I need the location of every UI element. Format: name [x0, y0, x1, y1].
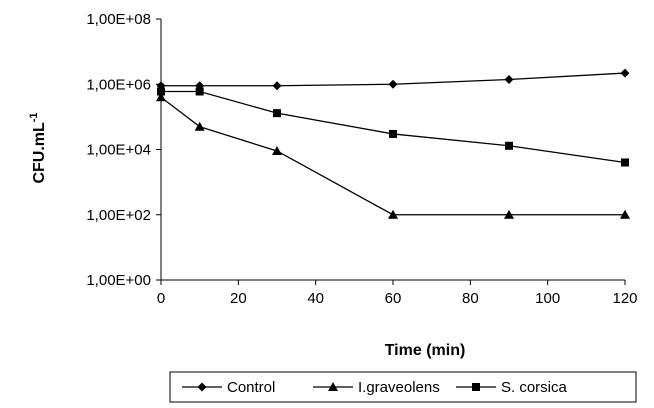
- square-marker: [472, 383, 480, 391]
- diamond-marker: [272, 81, 282, 91]
- x-tick-label: 20: [230, 290, 247, 307]
- legend-item-s-corsica: S. corsica: [456, 379, 568, 396]
- series-s-corsica: [157, 87, 629, 167]
- square-marker: [389, 129, 397, 138]
- square-marker: [195, 87, 204, 96]
- y-tick-label: 1,00E+02: [86, 207, 151, 224]
- diamond-marker: [197, 382, 207, 392]
- series-layer: [156, 68, 630, 219]
- x-tick-label: 80: [462, 290, 479, 307]
- series-line-i-graveolens: [160, 96, 625, 216]
- square-marker: [621, 158, 629, 167]
- x-tick-label: 0: [157, 290, 165, 307]
- triangle-marker: [620, 209, 630, 219]
- square-marker: [505, 141, 513, 150]
- series-i-graveolens: [156, 92, 630, 219]
- x-axis-title: Time (min): [385, 342, 466, 359]
- y-tick-label: 1,00E+08: [86, 11, 151, 28]
- y-tick-label: 1,00E+00: [86, 272, 151, 289]
- x-tick-label: 60: [385, 290, 402, 307]
- legend-label: I.graveolens: [358, 379, 440, 396]
- series-control: [156, 68, 630, 91]
- legend-label: S. corsica: [501, 379, 568, 396]
- triangle-marker: [328, 382, 338, 391]
- triangle-marker: [194, 121, 205, 131]
- legend-item-i-graveolens: I.graveolens: [313, 379, 440, 396]
- x-tick-label: 100: [535, 290, 560, 307]
- y-axis-title: CFU.mL-1: [28, 112, 48, 183]
- legend: Control I.graveolens S. corsica: [169, 371, 637, 403]
- diamond-marker: [620, 68, 630, 78]
- series-line-s-corsica: [161, 90, 626, 164]
- triangle-marker: [156, 92, 166, 102]
- square-marker: [273, 109, 281, 118]
- legend-box: [169, 371, 637, 403]
- square-marker: [157, 87, 165, 96]
- x-tick-label: 120: [612, 290, 637, 307]
- diamond-marker: [504, 74, 514, 84]
- x-axis-ticks: 0 20 40 60 80 100 120: [157, 280, 638, 307]
- y-tick-label: 1,00E+04: [86, 142, 151, 159]
- legend-item-control: Control: [182, 379, 275, 396]
- x-tick-label: 40: [307, 290, 324, 307]
- triangle-marker: [272, 145, 282, 155]
- legend-label: Control: [227, 379, 275, 396]
- series-line-control: [161, 72, 626, 87]
- triangle-marker: [504, 209, 514, 219]
- diamond-marker: [388, 79, 398, 89]
- y-axis-ticks: 1,00E+00 1,00E+02 1,00E+04 1,00E+06 1,00E+08: [86, 11, 161, 289]
- triangle-marker: [388, 209, 398, 219]
- y-tick-label: 1,00E+06: [86, 76, 151, 93]
